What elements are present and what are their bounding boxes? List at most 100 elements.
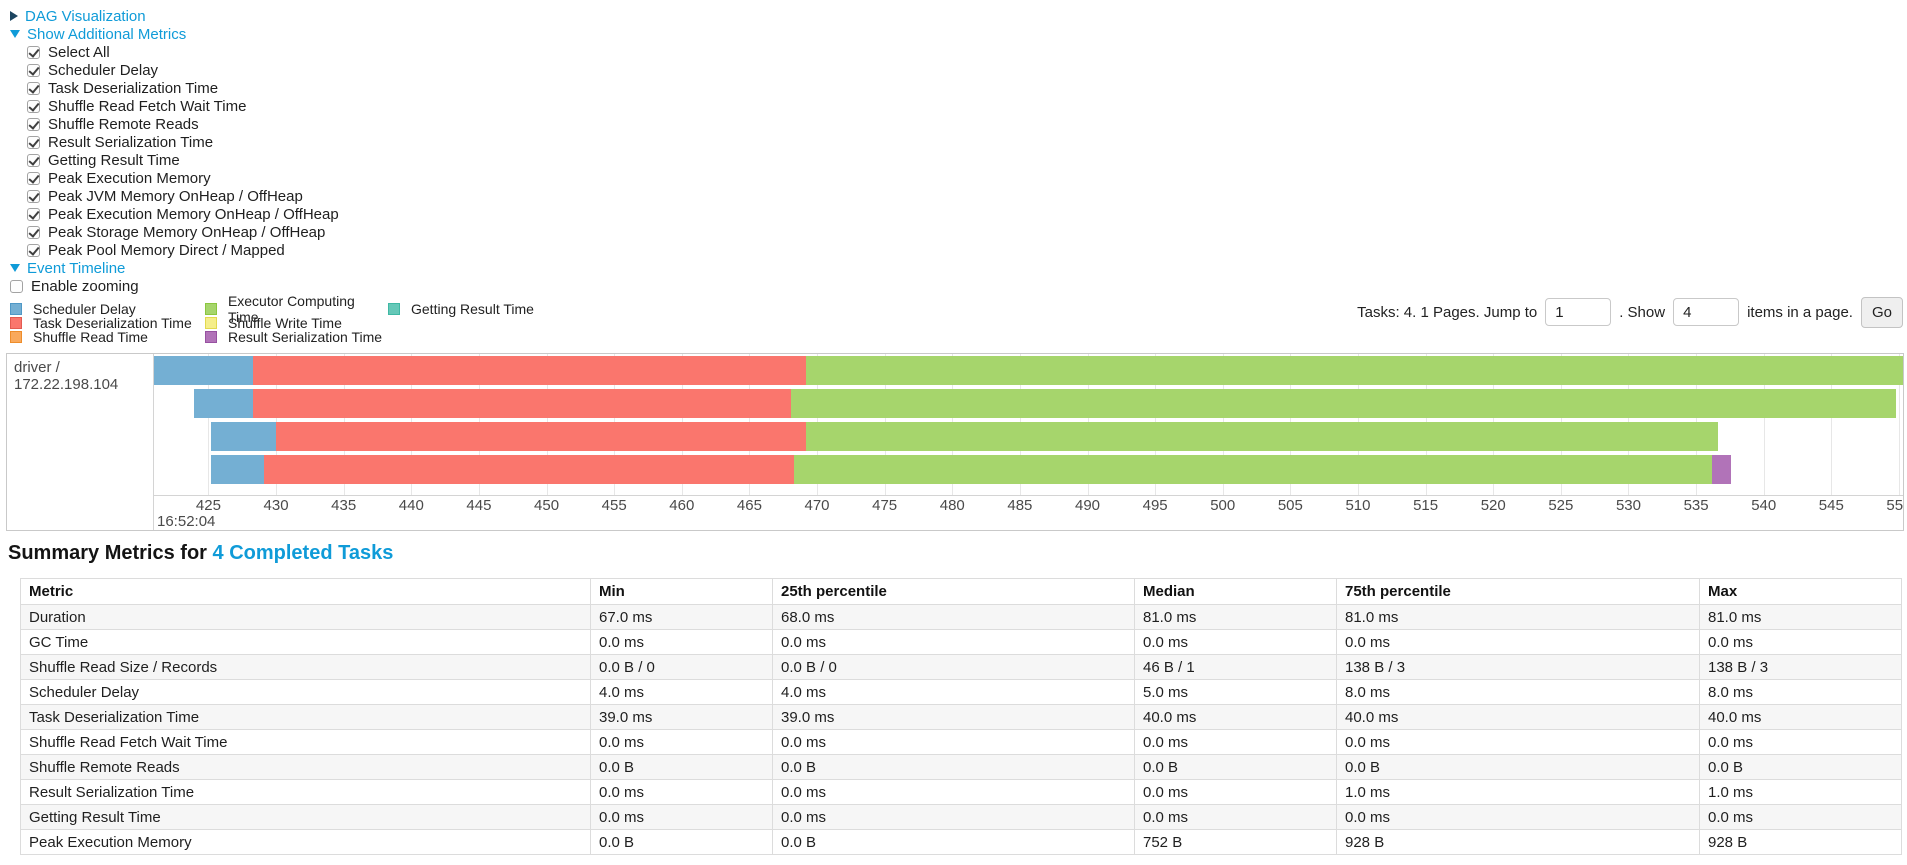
axis-tick-label: 530 [1615, 497, 1641, 514]
metric-value-cell: 138 B / 3 [1336, 654, 1700, 680]
metric-value-cell: 0.0 ms [590, 779, 773, 805]
task-bar-segment-scheduler_delay[interactable] [211, 422, 277, 451]
metric-value-cell: 0.0 ms [1699, 804, 1902, 830]
metric-checkbox[interactable] [27, 45, 40, 59]
metric-checkbox[interactable] [27, 153, 40, 167]
legend-swatch-icon [388, 303, 400, 315]
metric-value-cell: 39.0 ms [590, 704, 773, 730]
axis-gridline [1898, 354, 1900, 495]
task-pagination: Tasks: 4. 1 Pages. Jump to . Show items … [1357, 296, 1903, 328]
event-timeline-chart: driver / 172.22.198.104 16:52:04 425 430 4… [6, 353, 1904, 531]
chevron-down-icon [10, 264, 20, 272]
metric-value-cell: 40.0 ms [1699, 704, 1902, 730]
metric-checkbox[interactable] [27, 189, 40, 203]
axis-tick-label: 445 [466, 497, 492, 514]
metric-value-cell: 0.0 B / 0 [772, 654, 1135, 680]
metric-value-cell: 81.0 ms [1336, 604, 1700, 630]
show-additional-metrics-toggle[interactable]: Show Additional Metrics [0, 25, 1907, 43]
legend-item: Executor Computing Time [205, 293, 388, 325]
axis-major-time-label: 16:52:04 [157, 513, 216, 530]
metric-checkbox[interactable] [27, 81, 40, 95]
task-bar-segment-scheduler_delay[interactable] [211, 455, 264, 484]
axis-line [7, 495, 1903, 496]
table-row: Shuffle Read Fetch Wait Time 0.0 ms 0.0 ms… [20, 729, 1902, 755]
task-bar-segment-executor_computing[interactable] [806, 422, 1718, 451]
legend-column: Executor Computing Time Shuffle Write Tim… [205, 293, 388, 345]
event-timeline-link[interactable]: Event Timeline [27, 259, 126, 277]
table-row: Peak Execution Memory 0.0 B 0.0 B 752 B 928 … [20, 829, 1902, 855]
metric-checkbox-label: Peak Storage Memory OnHeap / OffHeap [48, 223, 326, 241]
axis-tick-label: 550 [1886, 497, 1904, 514]
metric-name-cell: Result Serialization Time [20, 779, 591, 805]
legend-label: Getting Result Time [411, 301, 534, 317]
task-bar-segment-executor_computing[interactable] [794, 455, 1713, 484]
metric-value-cell: 0.0 B [590, 754, 773, 780]
metric-checkbox[interactable] [27, 135, 40, 149]
additional-metrics-list: Select All Scheduler Delay Task Deserializ… [0, 43, 1907, 259]
timeline-legend: Scheduler Delay Task Deserialization Time… [10, 293, 534, 345]
metric-checkbox[interactable] [27, 243, 40, 257]
metric-value-cell: 0.0 ms [772, 779, 1135, 805]
task-bar-segment-task_deserialization[interactable] [263, 455, 795, 484]
legend-column: Getting Result Time [388, 301, 534, 344]
legend-label: Task Deserialization Time [33, 315, 192, 331]
chevron-down-icon [10, 30, 20, 38]
metric-value-cell: 928 B [1699, 829, 1902, 855]
show-additional-metrics-link[interactable]: Show Additional Metrics [27, 25, 187, 43]
metric-value-cell: 67.0 ms [590, 604, 773, 630]
task-bar-segment-task_deserialization[interactable] [253, 356, 807, 385]
table-row: Scheduler Delay 4.0 ms 4.0 ms 5.0 ms 8.0 ms 8… [20, 679, 1902, 705]
go-button[interactable]: Go [1860, 296, 1903, 328]
metric-checkbox[interactable] [27, 225, 40, 239]
legend-column: Scheduler Delay Task Deserialization Time… [10, 301, 205, 345]
axis-tick-label: 425 [195, 497, 221, 514]
metric-value-cell: 0.0 ms [1134, 729, 1337, 755]
summary-table-body: Duration 67.0 ms 68.0 ms 81.0 ms 81.0 ms 81.0… [20, 604, 1902, 855]
axis-tick-label: 470 [804, 497, 830, 514]
completed-tasks-link[interactable]: 4 Completed Tasks [212, 542, 394, 564]
metric-checkbox-row: Task Deserialization Time [0, 79, 1907, 97]
task-bar-segment-executor_computing[interactable] [791, 389, 1897, 418]
table-row: Duration 67.0 ms 68.0 ms 81.0 ms 81.0 ms 81.0… [20, 604, 1902, 630]
axis-tick-label: 545 [1818, 497, 1844, 514]
task-bar-segment-scheduler_delay[interactable] [193, 389, 254, 418]
task-bar-segment-result_serialization[interactable] [1712, 455, 1732, 484]
page-size-input[interactable] [1673, 298, 1740, 326]
legend-label: Shuffle Write Time [228, 315, 342, 331]
metric-checkbox-label: Result Serialization Time [48, 133, 214, 151]
enable-zooming-checkbox[interactable] [10, 279, 23, 293]
metric-checkbox-row: Shuffle Remote Reads [0, 115, 1907, 133]
metric-checkbox[interactable] [27, 171, 40, 185]
metric-name-cell: Shuffle Read Fetch Wait Time [20, 729, 591, 755]
table-row: Shuffle Remote Reads 0.0 B 0.0 B 0.0 B 0.0 B… [20, 754, 1902, 780]
metric-checkbox[interactable] [27, 63, 40, 77]
task-bar-segment-task_deserialization[interactable] [253, 389, 792, 418]
axis-tick-label: 455 [601, 497, 627, 514]
metric-value-cell: 0.0 ms [590, 729, 773, 755]
axis-tick-label: 450 [534, 497, 560, 514]
task-bar-segment-task_deserialization[interactable] [276, 422, 807, 451]
metric-value-cell: 138 B / 3 [1699, 654, 1902, 680]
metric-checkbox[interactable] [27, 207, 40, 221]
metric-checkbox-label: Peak Execution Memory [48, 169, 211, 187]
metric-checkbox-row: Shuffle Read Fetch Wait Time [0, 97, 1907, 115]
metric-name-cell: Scheduler Delay [20, 679, 591, 705]
metric-checkbox[interactable] [27, 117, 40, 131]
metric-checkbox-label: Shuffle Remote Reads [48, 115, 199, 133]
jump-to-page-input[interactable] [1545, 298, 1612, 326]
metric-value-cell: 68.0 ms [772, 604, 1135, 630]
task-bar-segment-scheduler_delay[interactable] [153, 356, 254, 385]
table-row: GC Time 0.0 ms 0.0 ms 0.0 ms 0.0 ms 0.0 ms [20, 629, 1902, 655]
metric-value-cell: 0.0 ms [590, 804, 773, 830]
dag-visualization-link[interactable]: DAG Visualization [25, 7, 146, 25]
metric-name-cell: Shuffle Remote Reads [20, 754, 591, 780]
dag-visualization-toggle[interactable]: DAG Visualization [0, 7, 1907, 25]
axis-tick-label: 515 [1413, 497, 1439, 514]
legend-swatch-icon [10, 331, 22, 343]
metric-checkbox-label: Shuffle Read Fetch Wait Time [48, 97, 247, 115]
pagination-items-text: items in a page. [1747, 303, 1853, 321]
event-timeline-toggle[interactable]: Event Timeline [0, 259, 1907, 277]
metric-checkbox[interactable] [27, 99, 40, 113]
metric-value-cell: 1.0 ms [1336, 779, 1700, 805]
task-bar-segment-executor_computing[interactable] [806, 356, 1903, 385]
